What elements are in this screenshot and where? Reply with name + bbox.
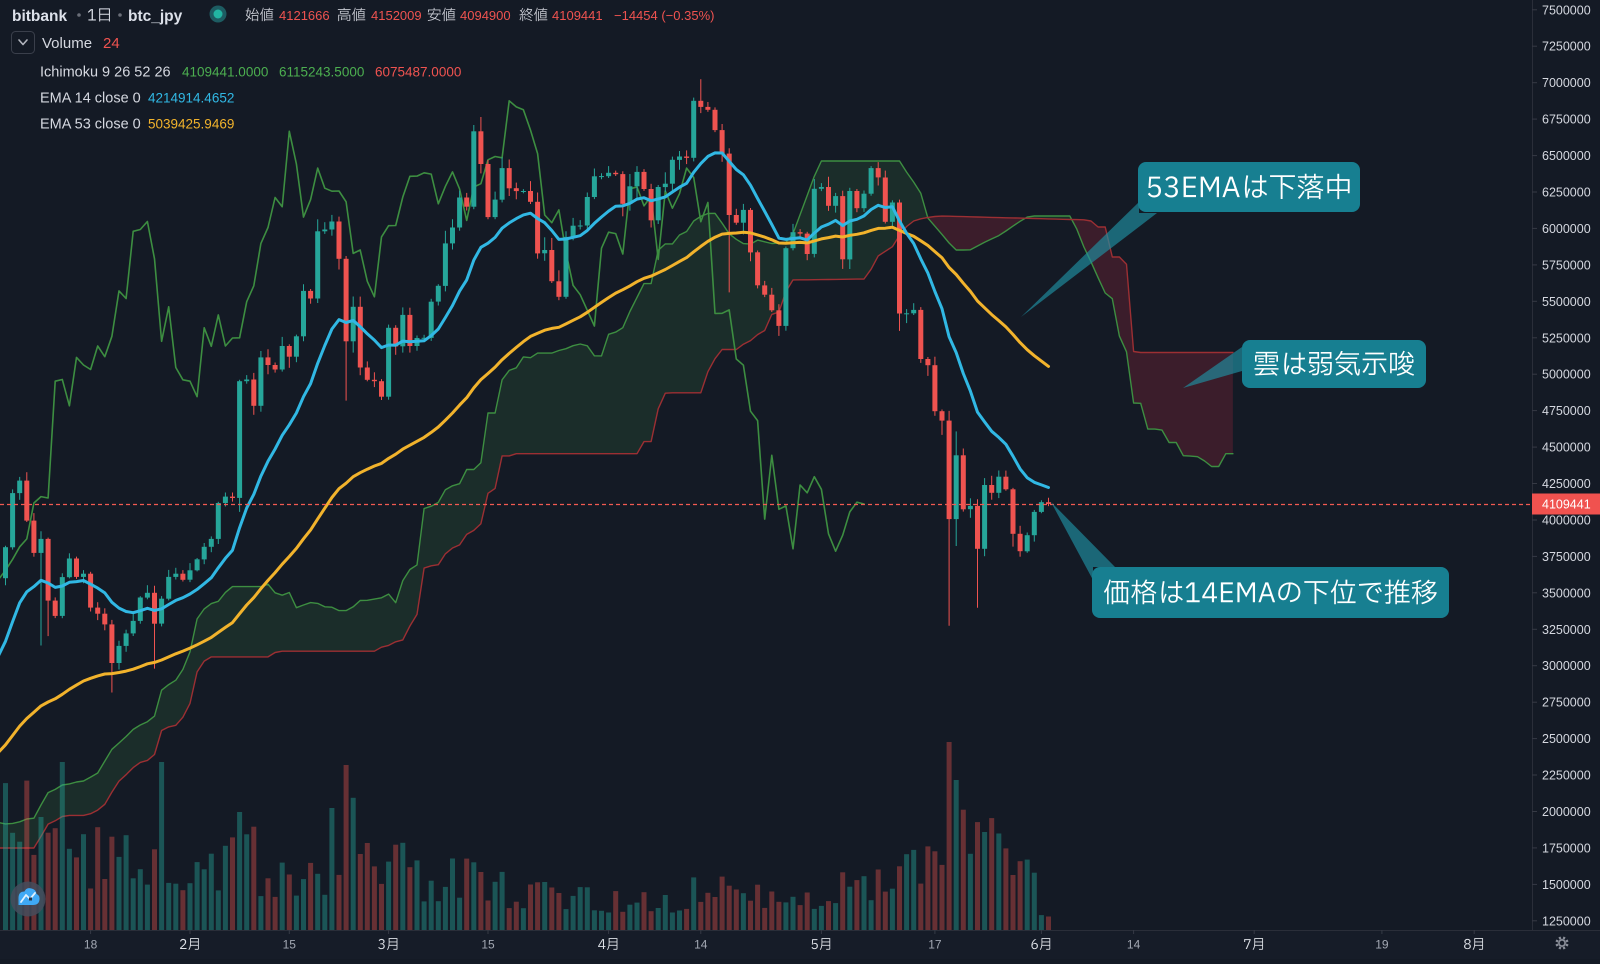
svg-text:6250000: 6250000 (1542, 186, 1591, 200)
svg-text:15: 15 (283, 938, 297, 952)
svg-text:4109441: 4109441 (1542, 498, 1591, 512)
svg-text:4250000: 4250000 (1542, 477, 1591, 491)
svg-text:3500000: 3500000 (1542, 586, 1591, 600)
svg-text:2000000: 2000000 (1542, 805, 1591, 819)
svg-text:7250000: 7250000 (1542, 40, 1591, 54)
svg-text:EMA 53 close 0: EMA 53 close 0 (40, 117, 141, 133)
svg-text:4214914.4652: 4214914.4652 (148, 91, 234, 106)
svg-text:6075487.0000: 6075487.0000 (375, 65, 461, 80)
svg-text:5750000: 5750000 (1542, 258, 1591, 272)
svg-text:btc_jpy: btc_jpy (128, 8, 183, 25)
svg-text:4094900: 4094900 (460, 8, 511, 23)
svg-text:5250000: 5250000 (1542, 331, 1591, 345)
svg-text:14: 14 (1127, 938, 1141, 952)
svg-text:2500000: 2500000 (1542, 732, 1591, 746)
svg-text:Volume: Volume (42, 35, 92, 52)
svg-text:6000000: 6000000 (1542, 222, 1591, 236)
svg-text:4500000: 4500000 (1542, 441, 1591, 455)
svg-text:24: 24 (103, 35, 120, 52)
svg-text:−14454 (−0.35%): −14454 (−0.35%) (614, 8, 714, 23)
svg-text:2750000: 2750000 (1542, 696, 1591, 710)
svg-text:7500000: 7500000 (1542, 3, 1591, 17)
svg-text:4121666: 4121666 (279, 8, 330, 23)
svg-text:3000000: 3000000 (1542, 659, 1591, 673)
svg-text:6115243.5000: 6115243.5000 (279, 65, 364, 80)
svg-text:5000000: 5000000 (1542, 368, 1591, 382)
svg-text:4109441.0000: 4109441.0000 (182, 65, 268, 80)
svg-text:2250000: 2250000 (1542, 769, 1591, 783)
svg-text:19: 19 (1375, 938, 1389, 952)
svg-text:Ichimoku 9 26 52 26: Ichimoku 9 26 52 26 (40, 65, 171, 81)
svg-text:4152009: 4152009 (371, 8, 422, 23)
svg-text:3250000: 3250000 (1542, 623, 1591, 637)
svg-text:17: 17 (928, 938, 942, 952)
svg-text:bitbank: bitbank (12, 8, 67, 25)
svg-text:6500000: 6500000 (1542, 149, 1591, 163)
svg-text:4750000: 4750000 (1542, 404, 1591, 418)
svg-text:5039425.9469: 5039425.9469 (148, 117, 234, 132)
svg-text:EMA 14 close 0: EMA 14 close 0 (40, 91, 141, 107)
svg-text:5500000: 5500000 (1542, 295, 1591, 309)
svg-text:6750000: 6750000 (1542, 113, 1591, 127)
svg-text:4109441: 4109441 (552, 8, 603, 23)
svg-text:14: 14 (694, 938, 708, 952)
svg-text:3750000: 3750000 (1542, 550, 1591, 564)
svg-text:7000000: 7000000 (1542, 76, 1591, 90)
svg-text:1250000: 1250000 (1542, 914, 1591, 928)
svg-text:1750000: 1750000 (1542, 841, 1591, 855)
svg-text:4000000: 4000000 (1542, 514, 1591, 528)
svg-text:15: 15 (481, 938, 495, 952)
svg-text:18: 18 (84, 938, 98, 952)
svg-text:1500000: 1500000 (1542, 878, 1591, 892)
